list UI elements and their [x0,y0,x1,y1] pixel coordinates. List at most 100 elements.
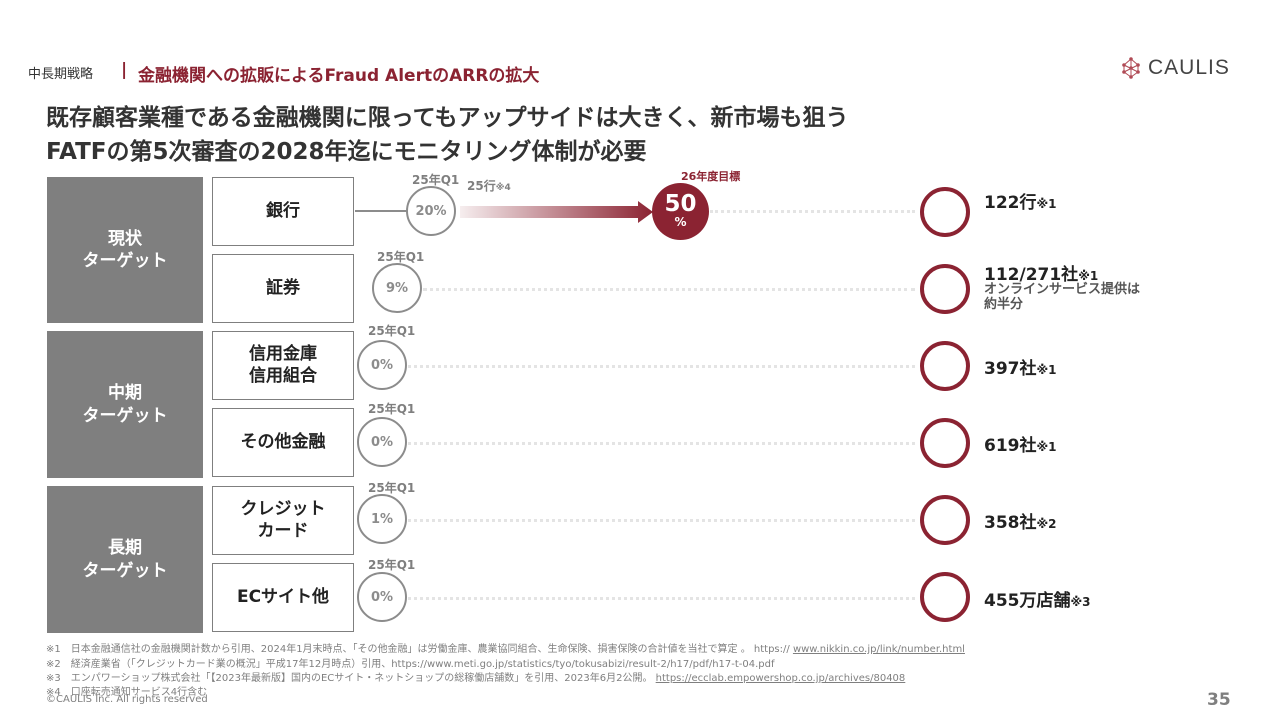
count-value: 619社 [984,436,1037,456]
goal-circle: 50 % [652,183,709,240]
securities-sub-note: オンラインサービス提供は 約半分 [984,282,1141,313]
count-value: 122行 [984,193,1037,213]
goal-number: 50 [664,191,697,218]
footnote-1: ※1 日本金融通信社の金融機関計数から引用、2024年1月末時点、「その他金融」… [46,640,965,655]
arrow-note-mark: ※4 [495,183,511,193]
goal-unit: % [674,215,687,230]
market-count: 619社※1 [984,431,1057,456]
market-count: 455万店舗※3 [984,586,1091,611]
arrow-label: 25行※4 [467,177,511,194]
group-mid-target: 中期 ターゲット [47,331,203,478]
percent-value: 0% [370,357,394,373]
growth-arrow [460,201,653,223]
note-mark: ※2 [1036,517,1057,531]
percent-value: 20% [415,203,447,219]
section-title: 金融機関への拡販によるFraud AlertのARRの拡大 [138,66,540,86]
percent-value: 1% [370,511,394,527]
count-value: 112/271社 [984,265,1079,285]
target-circle [920,187,970,237]
group-label-line1: 現状 [108,228,142,249]
dotted-guide [408,519,915,522]
footnote-3: ※3 エンパワーショップ株式会社「【2023年最新版】国内のECサイト・ネットシ… [46,669,905,684]
dotted-guide [710,210,915,213]
footnote-link[interactable]: https://ecclab.empowershop.co.jp/archive… [655,673,906,684]
section-label: 中長期戦略 [28,67,94,82]
note-mark: ※1 [1036,440,1057,454]
logo-text: CAULIS [1148,56,1230,79]
quarter-label: 25年Q1 [368,558,416,572]
footnote-2: ※2 経済産業省（「クレジットカード業の概況」平成17年12月時点）引用、htt… [46,655,775,670]
sub-note-line2: 約半分 [984,296,1024,312]
quarter-label: 25年Q1 [377,250,425,264]
group-label-line1: 中期 [108,383,142,404]
footnote-text: ※1 日本金融通信社の金融機関計数から引用、2024年1月末時点、「その他金融」… [46,644,793,655]
percent-circle: 9% [372,263,422,313]
note-mark: ※3 [1070,595,1091,609]
headline-line-2: FATFの第5次審査の2028年迄にモニタリング体制が必要 [46,139,647,165]
percent-value: 9% [385,280,409,296]
count-value: 455万店舗 [984,591,1071,611]
note-mark: ※1 [1078,269,1099,283]
target-circle [920,341,970,391]
category-credit-card: クレジット カード [212,486,354,555]
goal-label: 26年度目標 [681,170,741,183]
copyright: ©CAULIS Inc. All rights reserved [46,694,208,705]
target-circle [920,495,970,545]
category-ec-site: ECサイト他 [212,563,354,632]
category-label-line2: カード [257,520,309,541]
section-separator: | [121,60,128,80]
target-circle [920,572,970,622]
quarter-label: 25年Q1 [368,402,416,416]
category-label: 銀行 [266,200,300,221]
category-label: 証券 [266,277,300,298]
category-credit-union: 信用金庫 信用組合 [212,331,354,400]
quarter-label: 25年Q1 [412,173,460,187]
percent-value: 0% [370,589,394,605]
caulis-logo: CAULIS [1120,56,1230,80]
category-label: その他金融 [240,431,326,452]
percent-circle: 20% [406,186,456,236]
page-number: 35 [1207,690,1231,710]
footnote-text: ※2 経済産業省（「クレジットカード業の概況」平成17年12月時点）引用、htt… [46,659,775,670]
percent-circle: 0% [357,340,407,390]
category-label: ECサイト他 [236,586,330,607]
market-count: 122行※1 [984,188,1057,213]
category-label-line2: 信用組合 [249,365,317,386]
target-circle [920,418,970,468]
quarter-label: 25年Q1 [368,324,416,338]
count-value: 358社 [984,513,1037,533]
category-other-finance: その他金融 [212,408,354,477]
network-node-icon [1122,57,1140,79]
footnote-text: ※4 口座転売通知サービス4行含む [46,687,208,698]
dotted-guide [408,597,915,600]
footnote-text: ※3 エンパワーショップ株式会社「【2023年最新版】国内のECサイト・ネットシ… [46,673,656,684]
dotted-guide [423,288,915,291]
count-value: 397社 [984,359,1037,379]
note-mark: ※1 [1036,197,1057,211]
group-label-line2: ターゲット [82,251,168,271]
market-count: 397社※1 [984,354,1057,379]
target-circle [920,264,970,314]
category-securities: 証券 [212,254,354,323]
group-current-target: 現状 ターゲット [47,177,203,323]
bank-connector-line [355,210,407,212]
dotted-guide [408,442,915,445]
category-label: クレジット [240,499,326,520]
market-count: 358社※2 [984,508,1057,533]
category-bank: 銀行 [212,177,354,246]
quarter-label: 25年Q1 [368,481,416,495]
category-label: 信用金庫 [249,344,317,365]
footnote-link[interactable]: www.nikkin.co.jp/link/number.html [792,644,965,655]
headline-line-1: 既存顧客業種である金融機関に限ってもアップサイドは大きく、新市場も狙う [46,105,849,131]
group-label-line1: 長期 [108,538,142,559]
percent-circle: 0% [357,572,407,622]
group-label-line2: ターゲット [82,560,168,581]
arrow-label-text: 25行 [467,179,496,193]
group-label-line2: ターゲット [82,405,168,426]
sub-note-line1: オンラインサービス提供は [984,282,1141,297]
footnote-4: ※4 口座転売通知サービス4行含む [46,683,207,698]
percent-circle: 1% [357,494,407,544]
market-count: 112/271社※1 [984,260,1098,285]
dotted-guide [408,365,915,368]
group-long-target: 長期 ターゲット [47,486,203,633]
